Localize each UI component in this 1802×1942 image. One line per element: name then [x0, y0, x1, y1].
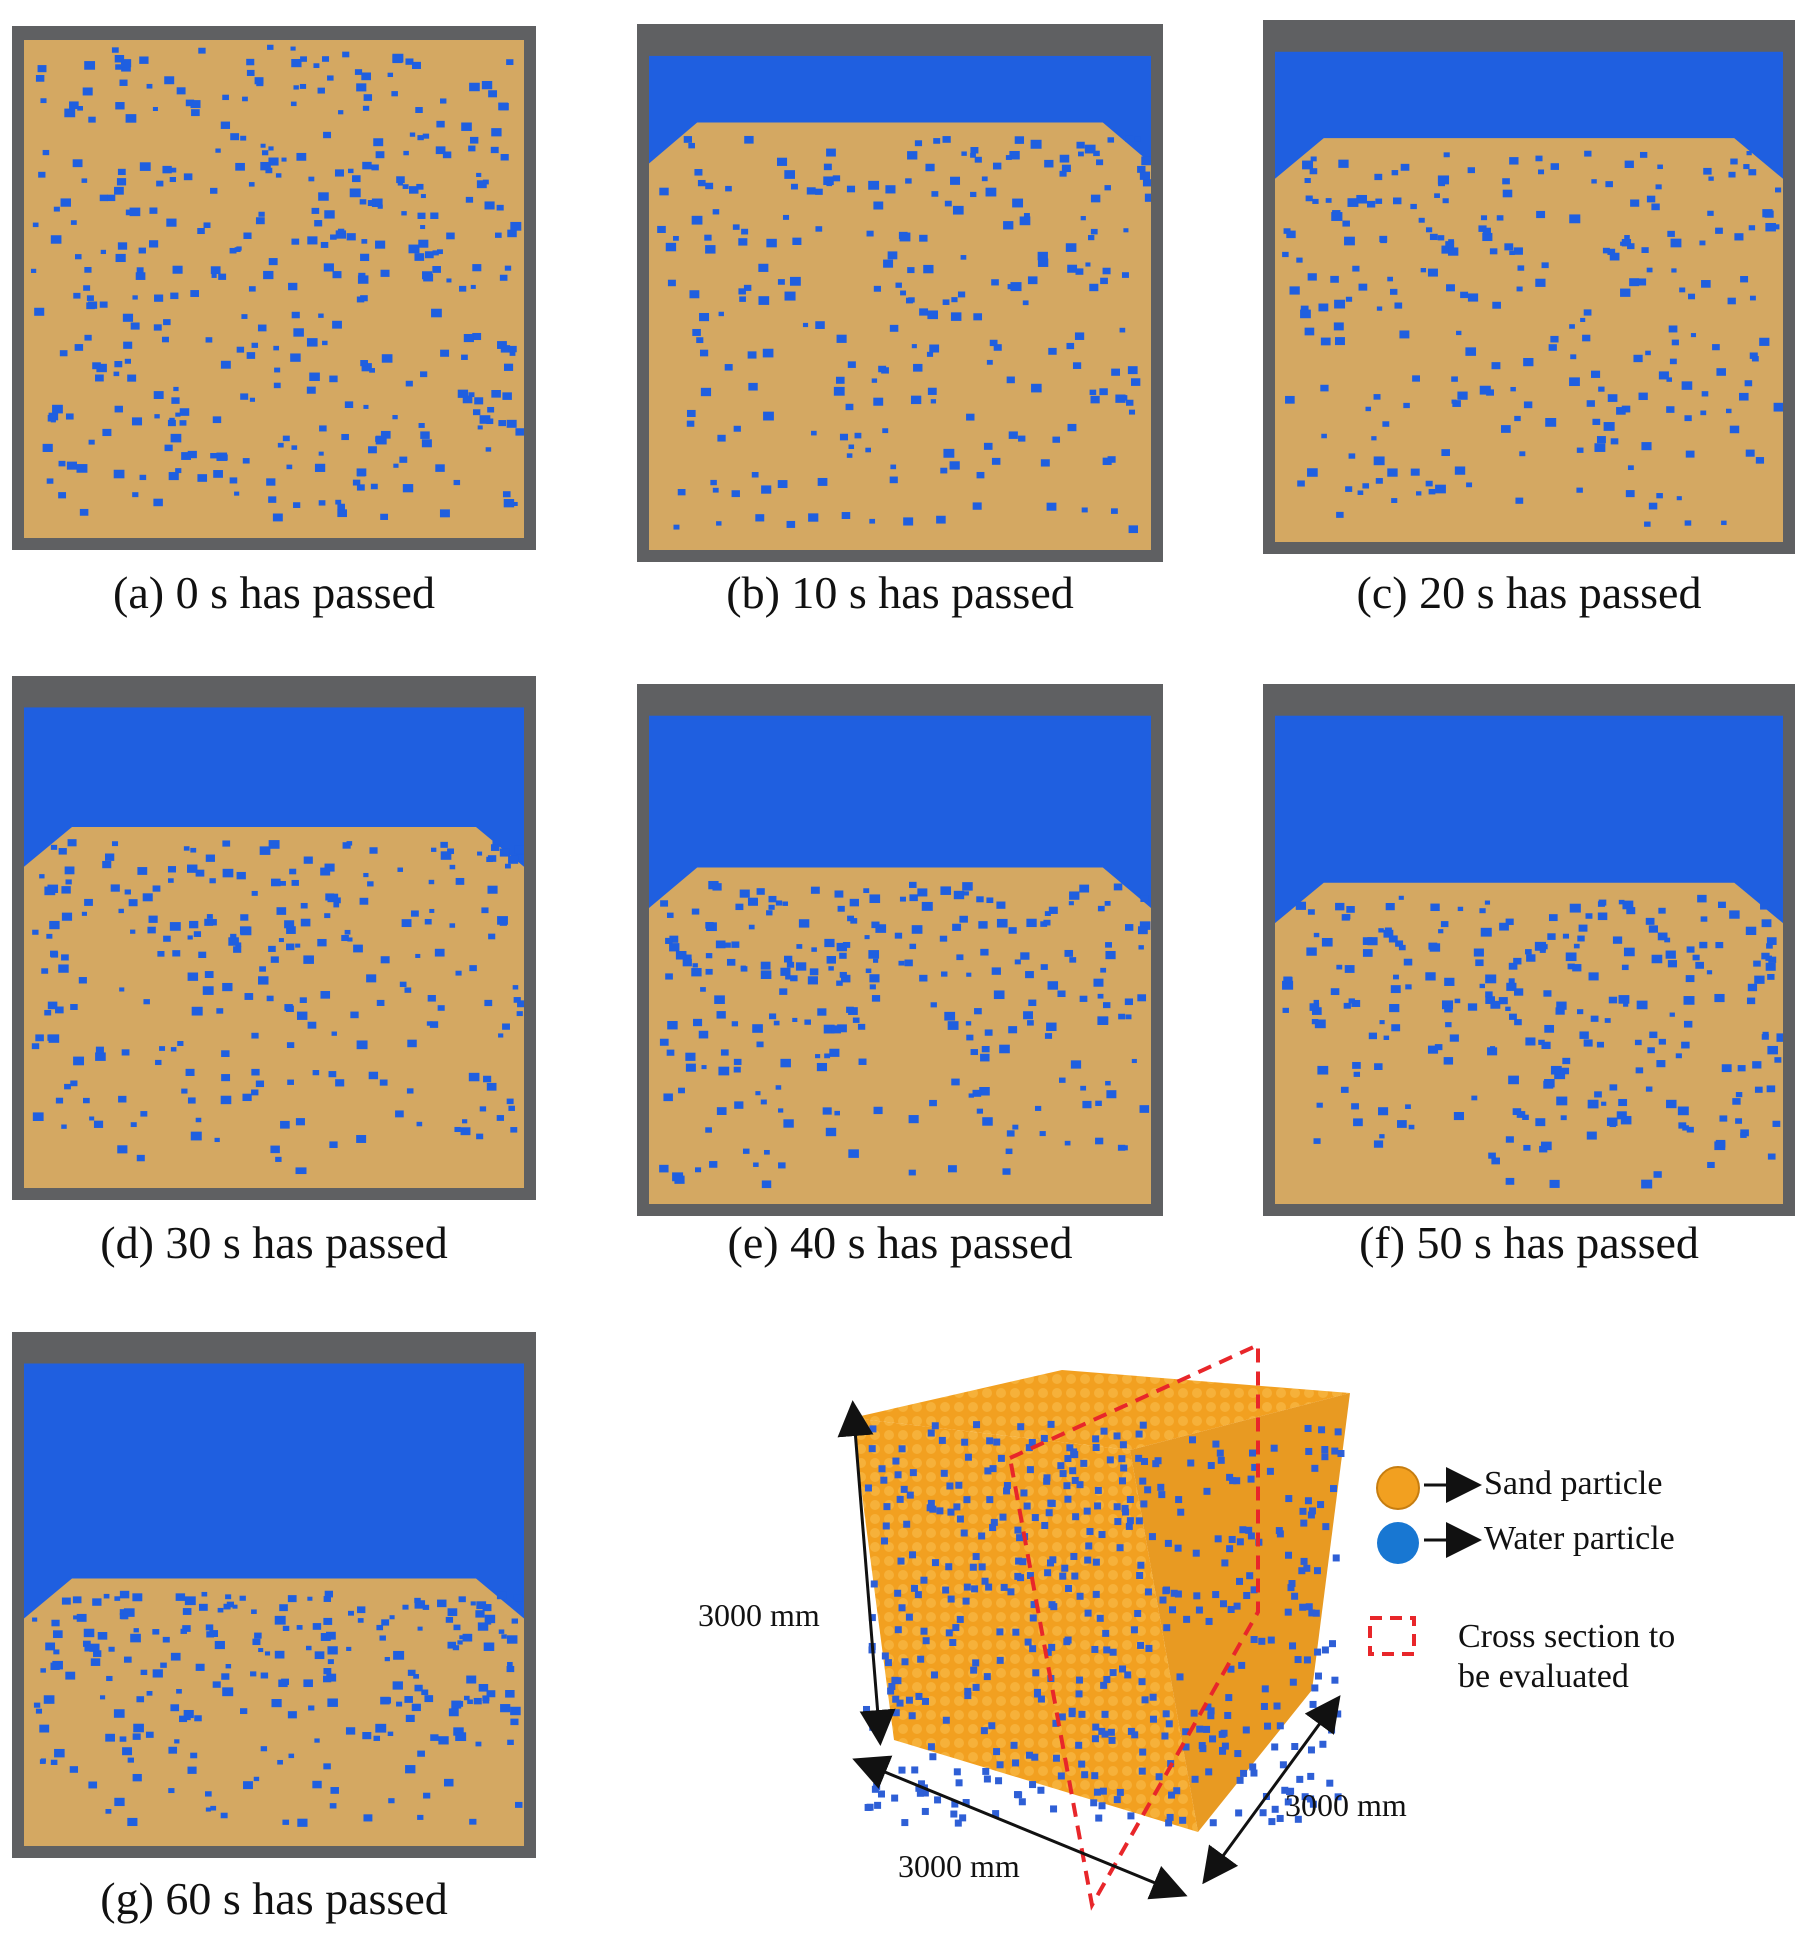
section-legend-label-line2: be evaluated [1458, 1658, 1629, 1695]
particle-field-d [24, 707, 524, 1188]
caption-a: (a) 0 s has passed [113, 567, 435, 618]
cube-side-face [1130, 1393, 1350, 1832]
water-specks-c [1282, 150, 1783, 527]
water-specks-b [657, 135, 1151, 534]
water-specks-f [1282, 894, 1783, 1189]
settled-band-f [1275, 1189, 1783, 1204]
settled-band-d [24, 1174, 524, 1188]
dim-arrow-width [852, 1755, 1188, 1900]
section-legend-label-line1: Cross section to [1458, 1618, 1676, 1655]
container-frame-d [12, 676, 536, 1200]
sand-body-b [649, 122, 1151, 550]
dim-width-label: 3000 mm [898, 1848, 1020, 1884]
section-legend-icon [1368, 1616, 1416, 1656]
water-legend-label: Water particle [1484, 1520, 1675, 1557]
dim-arrow-height [837, 1400, 896, 1746]
particle-field-c [1275, 51, 1783, 542]
cube-top-face [852, 1370, 1350, 1450]
sand-body-g [24, 1578, 524, 1846]
caption-d: (d) 30 s has passed [100, 1217, 448, 1268]
settled-band-c [1275, 527, 1783, 542]
container-frame-g [12, 1332, 536, 1858]
sand-legend-icon [1376, 1466, 1420, 1510]
cross-section-outline [1007, 1341, 1260, 1911]
sand-body-e [649, 867, 1151, 1204]
caption-c: (c) 20 s has passed [1356, 567, 1702, 618]
caption-b: (b) 10 s has passed [726, 567, 1074, 618]
container-frame-e [637, 684, 1163, 1216]
container-frame-a [12, 26, 536, 550]
container-frame-c [1263, 20, 1795, 554]
cube-water-specks [863, 1420, 1345, 1827]
dim-height-label: 3000 mm [698, 1597, 820, 1633]
settled-band-e [649, 1189, 1151, 1204]
dim-depth-label: 3000 mm [1285, 1787, 1407, 1823]
particle-field-b [649, 55, 1151, 550]
water-specks-e [659, 880, 1151, 1189]
sand-body-a [24, 40, 524, 538]
water-legend-icon [1377, 1522, 1419, 1564]
water-specks-d [31, 839, 524, 1177]
dim-arrow-depth [1202, 1695, 1341, 1885]
sand-body-c [1275, 138, 1783, 542]
particle-field-g [24, 1363, 524, 1846]
water-specks-g [32, 1590, 523, 1827]
particle-field-a [24, 40, 524, 538]
caption-e: (e) 40 s has passed [727, 1217, 1073, 1268]
particle-field-f [1275, 715, 1783, 1204]
water-specks-a [30, 44, 524, 522]
settled-band-g [24, 1832, 524, 1846]
container-frame-b [637, 24, 1163, 562]
settled-band-b [649, 535, 1151, 550]
cube-front-face [852, 1418, 1198, 1832]
particle-field-e [649, 715, 1151, 1204]
caption-f: (f) 50 s has passed [1359, 1217, 1699, 1268]
sand-legend-label: Sand particle [1484, 1465, 1663, 1502]
caption-g: (g) 60 s has passed [100, 1873, 448, 1924]
container-frame-f [1263, 684, 1795, 1216]
